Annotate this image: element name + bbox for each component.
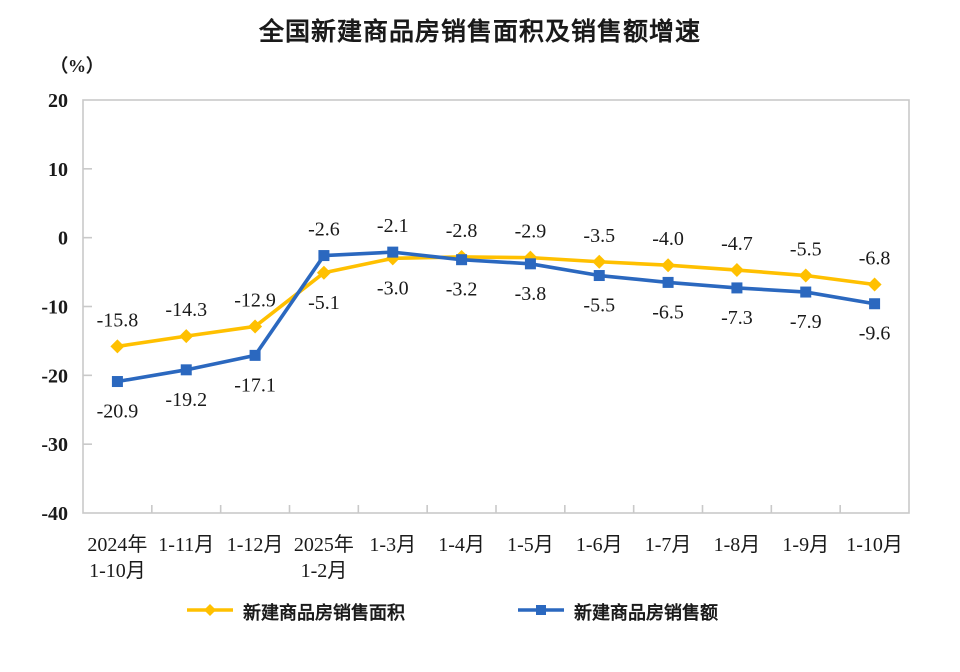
- data-label: -20.9: [97, 401, 139, 423]
- chart-legend: 新建商品房销售面积 新建商品房销售额: [0, 599, 932, 625]
- data-label: -3.0: [377, 277, 409, 299]
- data-label: -2.6: [308, 219, 340, 241]
- x-tick-label: 1-2月: [301, 560, 348, 582]
- square-legend-glyph: [518, 604, 564, 615]
- y-axis-unit-label: （%）: [50, 56, 104, 76]
- legend-marker-area: [186, 602, 234, 623]
- y-tick-label: 0: [58, 228, 68, 250]
- data-point-marker-square: [111, 376, 123, 388]
- x-tick-label: 1-12月: [227, 534, 284, 556]
- data-point-marker-diamond: [867, 277, 882, 292]
- series-line-1: [115, 250, 877, 384]
- data-point-marker-square: [524, 258, 536, 270]
- data-label: -3.2: [446, 279, 478, 301]
- data-point-marker-diamond: [798, 268, 813, 283]
- data-point-marker-square: [800, 286, 812, 298]
- data-label: -19.2: [165, 389, 207, 411]
- data-label: -7.3: [721, 307, 753, 329]
- legend-label-sales-area: 新建商品房销售面积: [243, 603, 405, 623]
- data-point-marker-square: [249, 349, 261, 361]
- legend-item-sales-value: 新建商品房销售额: [517, 599, 718, 625]
- series-line-0: [115, 255, 877, 349]
- x-tick-label: 1-7月: [645, 534, 692, 556]
- data-point-marker-diamond: [385, 251, 400, 266]
- data-point-marker-diamond: [661, 258, 676, 273]
- data-point-marker-square: [387, 246, 399, 258]
- data-point-marker-diamond: [248, 319, 263, 334]
- data-point-marker-diamond: [179, 329, 194, 344]
- data-point-marker-diamond: [729, 263, 744, 278]
- legend-marker-value: [517, 602, 565, 623]
- y-tick-label: 10: [48, 159, 68, 181]
- data-point-marker-diamond: [316, 265, 331, 280]
- x-tick-label: 1-11月: [158, 534, 214, 556]
- data-label: -12.9: [234, 289, 276, 311]
- data-label: -7.9: [790, 311, 822, 333]
- data-point-marker-square: [593, 270, 605, 282]
- x-tick-label: 1-10月: [846, 534, 903, 556]
- data-label: -4.7: [721, 233, 753, 255]
- y-tick-label: 20: [48, 90, 68, 112]
- data-label: -5.5: [790, 239, 822, 261]
- data-label: -6.8: [859, 247, 891, 269]
- data-label: -17.1: [234, 374, 276, 396]
- data-label: -3.5: [583, 225, 615, 247]
- x-tick-label: 1-3月: [369, 534, 416, 556]
- data-point-marker-square: [180, 364, 192, 376]
- data-label: -2.1: [377, 215, 409, 237]
- x-tick-label: 1-9月: [782, 534, 829, 556]
- data-point-marker-square: [869, 298, 881, 310]
- x-tick-label: 1-4月: [438, 534, 485, 556]
- x-tick-label: 1-5月: [507, 534, 554, 556]
- x-tick-label: 1-8月: [714, 534, 761, 556]
- diamond-legend-glyph: [187, 603, 233, 616]
- data-point-marker-square: [456, 254, 468, 266]
- chart-title: 全国新建商品房销售面积及销售额增速: [258, 18, 701, 46]
- y-tick-label: -20: [41, 365, 68, 387]
- data-label: -2.9: [515, 221, 547, 243]
- data-label: -2.8: [446, 220, 478, 242]
- data-point-marker-square: [731, 282, 743, 294]
- x-tick-label: 1-6月: [576, 534, 623, 556]
- data-label: -9.6: [859, 323, 891, 345]
- x-tick-label: 2025年: [294, 533, 354, 556]
- data-label: -3.8: [515, 283, 547, 305]
- y-tick-label: -10: [41, 297, 68, 319]
- x-tick-label: 2024年: [87, 533, 147, 556]
- data-label: -5.5: [583, 295, 615, 317]
- legend-item-sales-area: 新建商品房销售面积: [186, 599, 405, 625]
- data-label: -14.3: [165, 299, 207, 321]
- data-label: -6.5: [652, 301, 684, 323]
- data-point-marker-diamond: [592, 254, 607, 269]
- data-point-marker-square: [318, 250, 330, 262]
- data-point-marker-diamond: [110, 339, 125, 354]
- data-label: -15.8: [97, 309, 139, 331]
- y-tick-label: -30: [41, 434, 68, 456]
- data-point-marker-square: [662, 276, 674, 288]
- y-tick-label: -40: [41, 503, 68, 525]
- legend-label-sales-value: 新建商品房销售额: [574, 603, 718, 623]
- x-tick-label: 1-10月: [89, 560, 146, 582]
- data-label: -4.0: [652, 228, 684, 250]
- data-label: -5.1: [308, 292, 340, 314]
